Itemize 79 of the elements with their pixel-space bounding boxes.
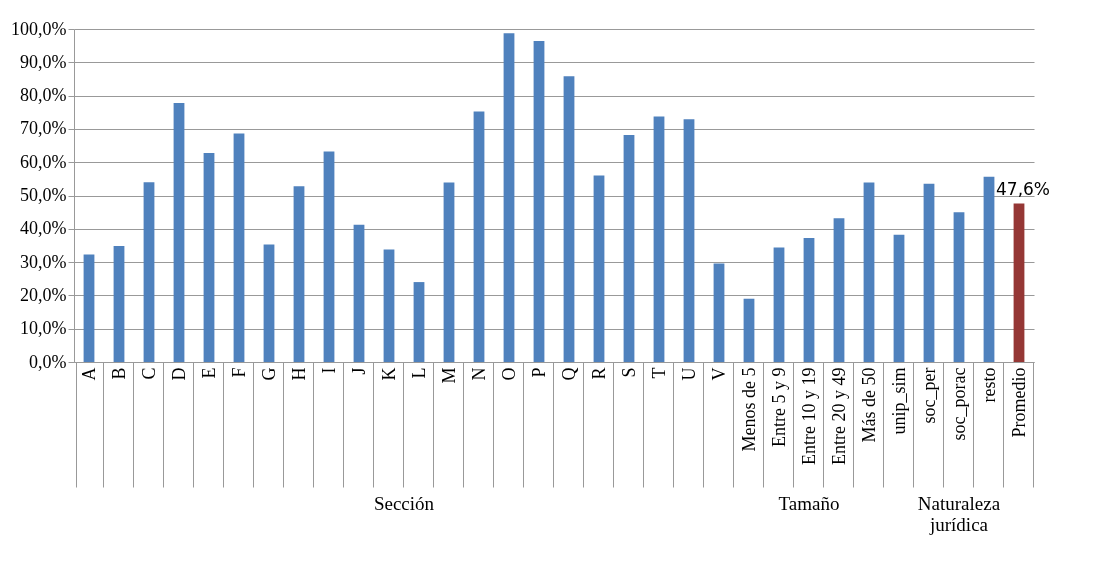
y-tick-label: 80,0% <box>20 85 67 106</box>
bar <box>413 282 425 362</box>
bar <box>683 119 695 362</box>
x-tick-label: U <box>678 367 699 381</box>
y-tick-label: 30,0% <box>20 251 67 272</box>
x-tick-label: unip_sim <box>888 367 909 435</box>
x-tick-label: P <box>528 367 549 378</box>
data-label: 47,6% <box>995 179 1051 200</box>
bar <box>113 246 125 362</box>
x-tick-label: C <box>138 367 159 380</box>
y-tick-label: 70,0% <box>20 118 67 139</box>
x-tick-label: S <box>618 367 639 378</box>
x-tick-label: A <box>78 367 99 381</box>
x-tick-label: F <box>228 367 249 378</box>
x-tick-label: Promedio <box>1008 367 1029 438</box>
bar <box>143 182 155 362</box>
bar <box>1013 203 1025 362</box>
x-tick-label: Entre 10 y 19 <box>798 367 819 465</box>
bar <box>353 224 365 362</box>
y-tick-label: 10,0% <box>20 318 67 339</box>
x-tick-label: T <box>648 367 669 379</box>
bar <box>443 182 455 362</box>
x-tick-label: R <box>588 367 609 380</box>
bar <box>773 247 785 362</box>
y-tick-label: 0,0% <box>29 351 67 372</box>
x-tick-label: M <box>438 367 459 384</box>
bar <box>983 176 995 362</box>
x-tick-label: Q <box>558 367 579 381</box>
text: Naturaleza jurídica <box>917 493 1001 535</box>
bar <box>623 134 635 362</box>
x-tick-label: resto <box>978 367 999 403</box>
y-tick-label: 50,0% <box>20 185 67 205</box>
x-tick-label: N <box>468 367 489 381</box>
bar <box>803 238 815 362</box>
bar <box>263 244 275 362</box>
bar <box>503 33 515 362</box>
y-tick-label: 20,0% <box>20 284 67 305</box>
y-tick-label: 40,0% <box>20 218 67 239</box>
x-tick-label: G <box>258 367 279 381</box>
text: Tamaño <box>778 493 840 514</box>
bar <box>383 249 395 362</box>
bar <box>473 111 485 362</box>
bar <box>593 175 605 362</box>
bar <box>173 102 185 362</box>
bar <box>83 254 95 362</box>
x-tick-label: Entre 5 y 9 <box>768 367 789 447</box>
x-tick-label: D <box>168 367 189 381</box>
x-tick-label: B <box>108 367 129 380</box>
x-tick-label: soc_porac <box>948 367 969 441</box>
bar <box>833 218 845 362</box>
y-tick-label: 100,0% <box>11 18 67 39</box>
x-tick-label: K <box>378 367 399 381</box>
x-tick-label: O <box>498 367 519 381</box>
bar <box>863 182 875 362</box>
bar <box>713 263 725 362</box>
bar <box>323 151 335 362</box>
x-tick-label: E <box>198 367 219 379</box>
y-tick-label: 60,0% <box>20 151 67 172</box>
bar <box>293 186 305 362</box>
x-tick-label: Menos de 5 <box>738 367 759 452</box>
y-tick-label: 90,0% <box>20 51 67 72</box>
text: Sección <box>373 493 435 514</box>
bar <box>203 152 215 362</box>
bar <box>953 212 965 362</box>
bar <box>923 183 935 362</box>
bar <box>233 133 245 362</box>
x-tick-label: Entre 20 y 49 <box>828 367 849 465</box>
x-tick-label: I <box>318 367 339 374</box>
x-tick-label: V <box>708 367 729 381</box>
x-tick-label: L <box>408 367 429 379</box>
bar <box>533 40 545 362</box>
bar <box>563 76 575 362</box>
x-tick-label: Más de 50 <box>858 367 879 443</box>
x-tick-label: H <box>288 367 309 381</box>
x-tick-label: soc_per <box>918 367 939 424</box>
bar <box>893 234 905 362</box>
bar <box>743 298 755 362</box>
bar <box>653 116 665 362</box>
x-tick-label: J <box>348 367 369 375</box>
